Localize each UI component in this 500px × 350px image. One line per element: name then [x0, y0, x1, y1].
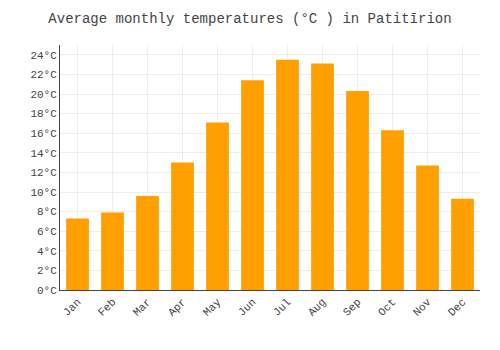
- svg-text:Mar: Mar: [131, 296, 153, 318]
- svg-text:6°C: 6°C: [37, 226, 57, 238]
- svg-text:Jan: Jan: [61, 296, 83, 318]
- svg-text:May: May: [201, 296, 224, 319]
- svg-text:4°C: 4°C: [37, 246, 57, 258]
- svg-text:0°C: 0°C: [37, 285, 57, 297]
- svg-text:Jun: Jun: [236, 296, 258, 318]
- svg-text:10°C: 10°C: [30, 187, 57, 199]
- svg-text:18°C: 18°C: [30, 108, 57, 120]
- svg-text:Apr: Apr: [166, 296, 188, 318]
- svg-text:8°C: 8°C: [37, 206, 57, 218]
- svg-text:20°C: 20°C: [30, 89, 57, 101]
- svg-text:Aug: Aug: [306, 296, 328, 318]
- svg-text:Sep: Sep: [341, 296, 363, 318]
- svg-text:Feb: Feb: [96, 296, 118, 318]
- svg-text:Jul: Jul: [271, 296, 293, 318]
- svg-text:Dec: Dec: [446, 296, 468, 318]
- svg-text:Oct: Oct: [376, 296, 398, 318]
- svg-text:Average monthly temperatures (: Average monthly temperatures (°C ) in Pa…: [48, 11, 451, 27]
- svg-text:14°C: 14°C: [30, 148, 57, 160]
- svg-text:22°C: 22°C: [30, 69, 57, 81]
- svg-text:2°C: 2°C: [37, 265, 57, 277]
- svg-text:12°C: 12°C: [30, 167, 57, 179]
- svg-text:16°C: 16°C: [30, 128, 57, 140]
- svg-text:Nov: Nov: [411, 296, 434, 319]
- svg-text:24°C: 24°C: [30, 50, 57, 62]
